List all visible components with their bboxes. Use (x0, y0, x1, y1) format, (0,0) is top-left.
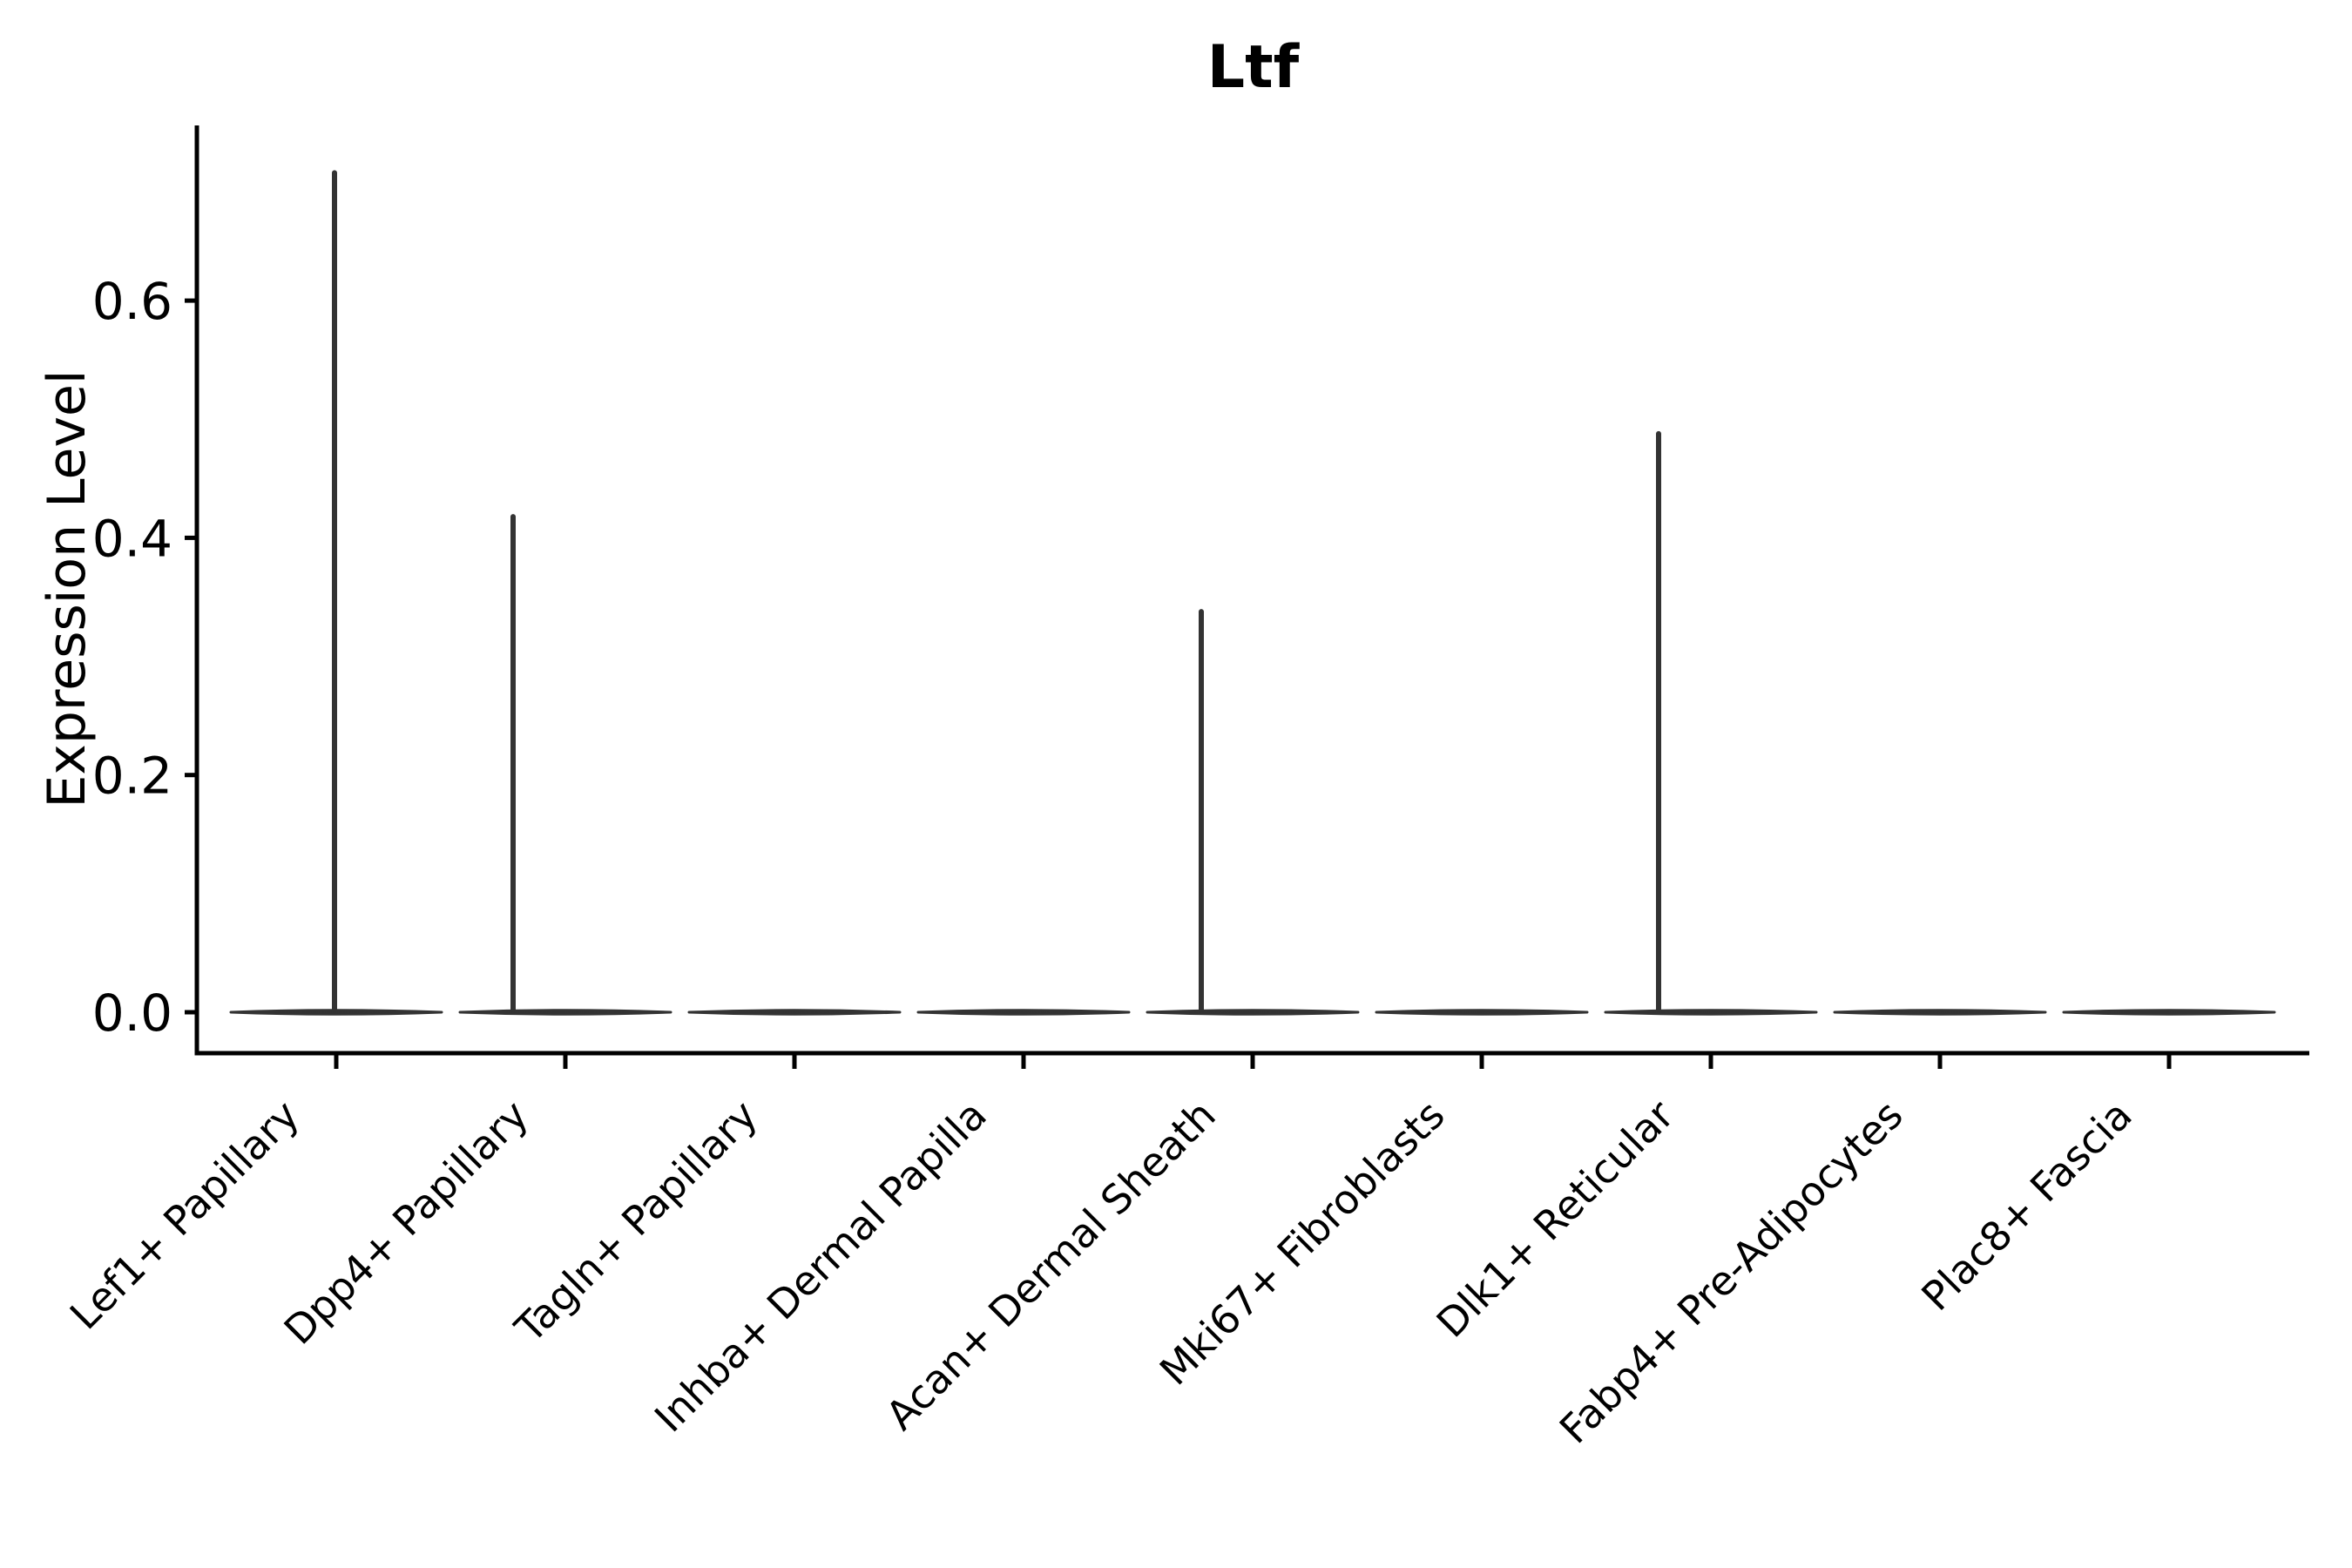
chart-title: Ltf (1206, 33, 1300, 102)
x-tick-label: Tagln+ Papillary (505, 1092, 767, 1353)
violin-body (458, 1009, 672, 1016)
x-tick-label: Dlk1+ Reticular (1428, 1092, 1683, 1347)
violin-body (229, 1009, 443, 1016)
x-tick-label: Lef1+ Papillary (61, 1092, 308, 1339)
violin-body (1375, 1009, 1589, 1016)
y-tick-label: 0.2 (92, 747, 172, 806)
violin-body (1604, 1009, 1818, 1016)
violin-body (1146, 1009, 1360, 1016)
violin-body (687, 1009, 902, 1016)
x-tick-label: Dpp4+ Papillary (275, 1092, 537, 1354)
violin-body (1833, 1009, 2047, 1016)
violin-body (916, 1009, 1131, 1016)
y-tick-label: 0.0 (92, 983, 172, 1043)
y-tick-label: 0.6 (92, 272, 172, 331)
x-tick-label: Plac8+ Fascia (1912, 1092, 2140, 1320)
y-tick-label: 0.4 (92, 509, 172, 568)
violin-body (2062, 1009, 2276, 1016)
